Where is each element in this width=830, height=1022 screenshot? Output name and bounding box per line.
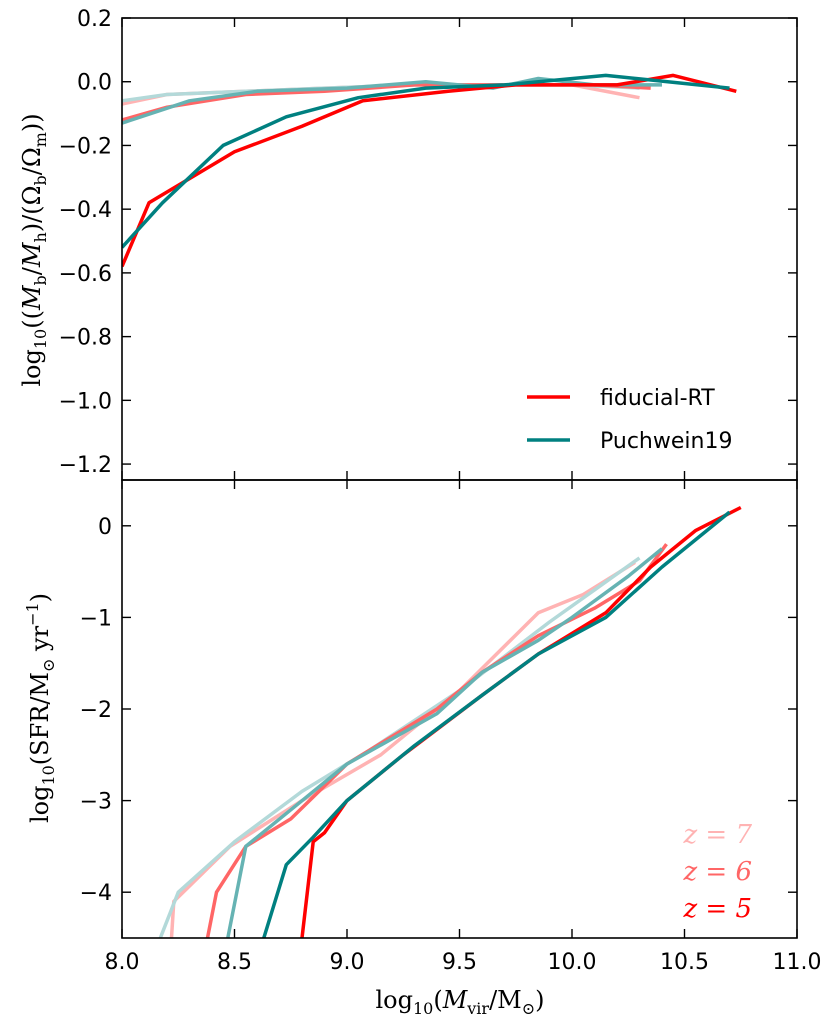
annotation-z7: z = 7 [682, 820, 752, 850]
bottom-y-axis-label: log10(SFR/M⊙ yr−1) [23, 593, 58, 823]
bottom-ytick-label: −3 [80, 790, 112, 815]
top-y-axis-label: log10((Mb/Mh)/(Ωb/Ωm)) [18, 113, 50, 386]
legend-label-fiducial: fiducial-RT [600, 386, 715, 411]
bottom-series-fiducial-z6 [205, 543, 668, 938]
top-ytick-label: −0.8 [59, 326, 112, 351]
bottom-ytick-label: −4 [80, 881, 112, 906]
top-series-fiducial-z6 [122, 83, 651, 122]
x-tick-label: 10.5 [660, 950, 709, 975]
top-series-group [122, 73, 737, 268]
legend-label-puchwein: Puchwein19 [600, 429, 732, 454]
top-ytick-label: −0.4 [59, 198, 112, 223]
top-ytick-label: 0.2 [77, 7, 112, 32]
top-ytick-label: −0.6 [59, 262, 112, 287]
annotation-z5: z = 5 [682, 894, 752, 924]
top-ytick-label: −0.2 [59, 134, 112, 159]
top-panel: 0.2 0.0 −0.2 −0.4 −0.6 −0.8 −1.0 −1.2 log10((Mb… [18, 7, 798, 480]
top-ytick-label: −1.2 [59, 453, 112, 478]
bottom-panel-frame [121, 479, 798, 939]
x-axis-label: log10(Mvir/M⊙) [375, 986, 544, 1018]
bottom-ytick-label: −2 [80, 698, 112, 723]
bottom-ytick-label: 0 [98, 515, 112, 540]
top-ticks: 0.2 0.0 −0.2 −0.4 −0.6 −0.8 −1.0 −1.2 [59, 7, 798, 480]
x-tick-label: 8.5 [217, 950, 252, 975]
bottom-series-fiducial-z5 [300, 505, 742, 938]
top-series-puch-z6 [122, 76, 662, 125]
top-series-puch-z5 [122, 73, 730, 249]
top-ytick-label: −1.0 [59, 389, 112, 414]
bottom-series-group [158, 505, 742, 938]
legend: fiducial-RT Puchwein19 [527, 386, 732, 454]
bottom-ytick-label: −1 [80, 606, 112, 631]
x-tick-label: 8.0 [105, 950, 140, 975]
x-tick-label: 11.0 [773, 950, 822, 975]
top-series-fiducial-z5 [122, 73, 737, 268]
x-tick-label: 9.5 [442, 950, 477, 975]
bottom-series-puch-z6 [226, 547, 664, 938]
bottom-series-puch-z5 [262, 510, 731, 938]
x-tick-label: 10.0 [548, 950, 597, 975]
bottom-panel: 0 −1 −2 −3 −4 8.0 8.5 9.0 9.5 10.0 10.5 11.0 log10(… [23, 480, 821, 1018]
x-tick-label: 9.0 [330, 950, 365, 975]
bottom-series-fiducial-z7 [169, 560, 636, 938]
bottom-series-puch-z7 [158, 556, 641, 938]
annotation-z6: z = 6 [682, 857, 752, 887]
bottom-ticks: 0 −1 −2 −3 −4 8.0 8.5 9.0 9.5 10.0 10.5 11.0 [80, 480, 822, 975]
top-ytick-label: 0.0 [77, 71, 112, 96]
